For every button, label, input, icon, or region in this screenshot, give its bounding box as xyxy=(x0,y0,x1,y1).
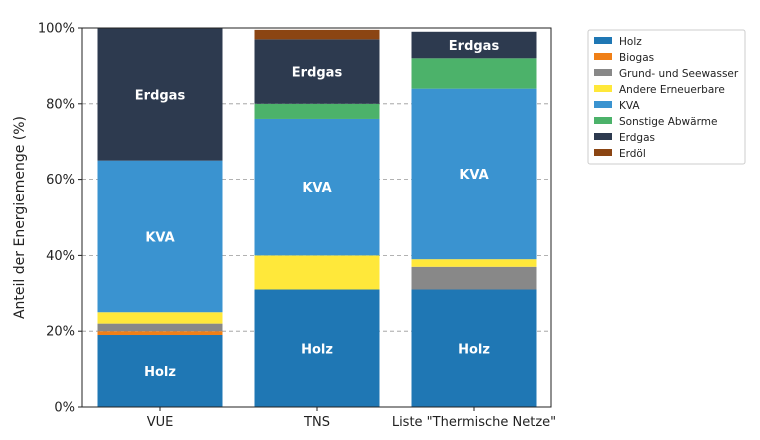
legend-swatch xyxy=(594,69,612,76)
bar-segment xyxy=(254,39,380,104)
segment-label: KVA xyxy=(145,230,174,245)
bar-segment xyxy=(254,118,380,256)
bar-segment xyxy=(411,58,537,89)
bar-segment xyxy=(97,312,223,324)
legend-swatch xyxy=(594,37,612,44)
legend-label: Andere Erneuerbare xyxy=(619,84,725,96)
x-tick-label: Liste "Thermische Netze" xyxy=(392,415,556,430)
segment-label: Erdgas xyxy=(449,39,500,54)
bar-segment xyxy=(254,289,380,407)
y-tick-label: 20% xyxy=(46,325,75,340)
legend-swatch xyxy=(594,117,612,124)
bar-segment xyxy=(254,255,380,290)
segment-label: Erdgas xyxy=(292,66,343,81)
x-tick-label: VUE xyxy=(147,415,174,430)
legend-label: Grund- und Seewasser xyxy=(619,68,739,80)
bar-segment xyxy=(411,88,537,260)
y-tick-label: 60% xyxy=(46,173,75,188)
legend-label: Holz xyxy=(619,36,642,48)
y-tick-label: 100% xyxy=(38,22,75,37)
legend-swatch xyxy=(594,133,612,140)
x-tick-label: TNS xyxy=(303,415,330,430)
segment-label: Holz xyxy=(144,365,176,380)
legend-swatch xyxy=(594,101,612,108)
bar-segment xyxy=(97,331,223,335)
segment-label: Holz xyxy=(458,342,490,357)
legend-swatch xyxy=(594,149,612,156)
bar-segment xyxy=(254,103,380,119)
segment-label: Erdgas xyxy=(135,88,186,103)
legend-swatch xyxy=(594,85,612,92)
bar-segment xyxy=(411,266,537,290)
y-tick-label: 0% xyxy=(54,401,75,416)
legend xyxy=(587,29,746,165)
legend-label: Erdöl xyxy=(619,148,646,160)
legend-label: Sonstige Abwärme xyxy=(619,116,717,128)
legend-label: KVA xyxy=(619,100,640,112)
y-axis-label: Anteil der Energiemenge (%) xyxy=(12,116,28,319)
bar-segment xyxy=(97,323,223,332)
bar-segment xyxy=(97,160,223,313)
bar-segment xyxy=(411,259,537,267)
segment-label: KVA xyxy=(302,181,331,196)
bar-segment xyxy=(97,28,223,161)
bar-segment xyxy=(97,334,223,407)
plot-frame xyxy=(81,27,552,408)
legend-label: Erdgas xyxy=(619,132,655,144)
bar-segment xyxy=(254,29,380,40)
segment-label: Holz xyxy=(301,342,333,357)
bar-segment xyxy=(411,289,537,407)
bar-segment xyxy=(411,31,537,59)
y-tick-label: 40% xyxy=(46,249,75,264)
legend-swatch xyxy=(594,53,612,60)
segment-label: KVA xyxy=(459,168,488,183)
y-tick-label: 80% xyxy=(46,97,75,112)
legend-label: Biogas xyxy=(619,52,654,64)
